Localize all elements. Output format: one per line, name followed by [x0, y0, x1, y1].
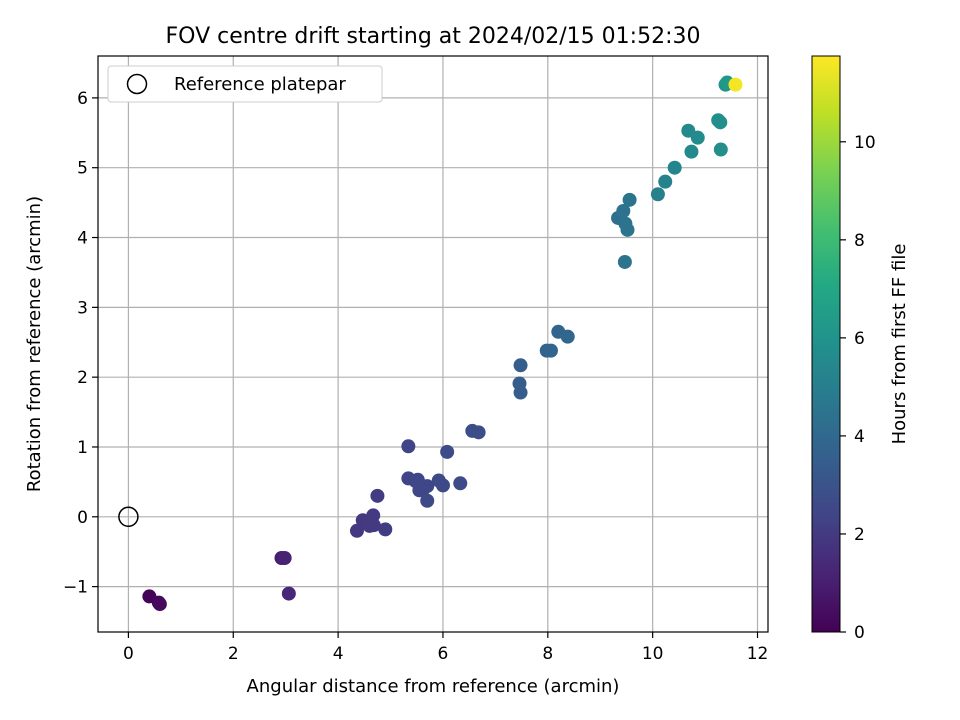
x-tick-label: 0 [123, 644, 134, 664]
legend-box [107, 65, 383, 103]
x-tick-label: 10 [642, 644, 664, 664]
y-tick-label: 0 [77, 508, 88, 528]
y-tick-label: 6 [77, 89, 88, 109]
data-point [543, 343, 558, 358]
reference-platepar-marker [118, 506, 139, 528]
data-point [370, 488, 385, 503]
data-point [366, 518, 381, 533]
y-tick-label: −1 [63, 578, 88, 598]
data-point [420, 479, 435, 494]
legend: Reference platepar [107, 65, 383, 103]
data-point [728, 77, 743, 92]
data-point [690, 130, 705, 145]
x-tick-label: 6 [438, 644, 449, 664]
data-point [560, 329, 575, 344]
data-point [349, 523, 364, 538]
y-tick-label: 5 [77, 159, 88, 179]
colorbar-label: Hours from first FF file [889, 244, 910, 445]
x-tick-label: 8 [542, 644, 553, 664]
data-point [617, 254, 632, 269]
legend-entry: Reference platepar [174, 74, 346, 95]
y-axis-ticks: −1 0 1 2 3 4 5 6 [63, 89, 98, 598]
y-tick-label: 4 [77, 229, 88, 249]
y-tick-label: 1 [77, 438, 88, 458]
data-point [667, 160, 682, 175]
data-point [277, 550, 292, 565]
colorbar-tick-label: 4 [854, 427, 865, 447]
scatter-points [142, 75, 743, 612]
data-point [513, 385, 528, 400]
colorbar-ticks: 0 2 4 6 8 10 [840, 133, 876, 643]
data-point [713, 142, 728, 157]
data-point [420, 493, 435, 508]
grid-lines [98, 56, 768, 632]
data-point [453, 476, 468, 491]
data-point [471, 425, 486, 440]
data-point [435, 478, 450, 493]
plot-frame [97, 55, 769, 633]
data-point [440, 444, 455, 459]
x-tick-label: 4 [333, 644, 344, 664]
data-point [658, 174, 673, 189]
colorbar-tick-label: 8 [854, 231, 865, 251]
data-point [622, 192, 637, 207]
colorbar-tick-label: 0 [854, 623, 865, 643]
data-point [401, 439, 416, 454]
data-point [650, 187, 665, 202]
colorbar-tick-label: 6 [854, 329, 865, 349]
colorbar-tick-label: 10 [854, 133, 876, 153]
chart-title: FOV centre drift starting at 2024/02/15 … [166, 24, 701, 49]
x-axis-label: Angular distance from reference (arcmin) [247, 676, 620, 697]
x-tick-label: 12 [747, 644, 769, 664]
colorbar-gradient [811, 55, 841, 633]
y-tick-label: 2 [77, 368, 88, 388]
data-point [616, 203, 631, 218]
x-axis-ticks: 0 2 4 6 8 10 12 [123, 632, 768, 664]
data-point [513, 358, 528, 373]
data-point [281, 586, 296, 601]
data-point [684, 144, 699, 159]
data-point [713, 115, 728, 130]
data-point [378, 522, 393, 537]
colorbar-tick-label: 2 [854, 525, 865, 545]
y-tick-label: 3 [77, 298, 88, 318]
colorbar: 0 2 4 6 8 10 Hours from first FF file [811, 55, 910, 643]
legend-marker-icon [126, 73, 148, 95]
y-axis-label: Rotation from reference (arcmin) [24, 196, 45, 492]
data-point [620, 222, 635, 237]
x-tick-label: 2 [228, 644, 239, 664]
data-point [152, 597, 167, 612]
